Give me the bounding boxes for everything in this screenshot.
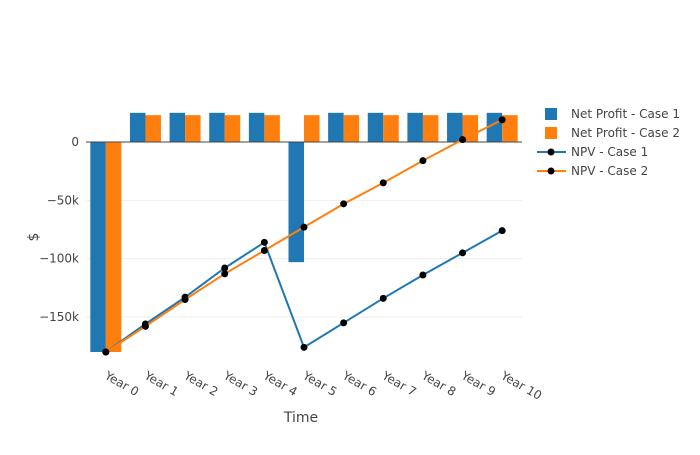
point-npv-case-2-6[interactable] <box>340 200 348 208</box>
legend-label: NPV - Case 1 <box>571 145 648 159</box>
x-tick-label: Year 7 <box>379 368 419 399</box>
x-tick-label: Year 10 <box>498 368 544 403</box>
point-npv-case-2-1[interactable] <box>141 322 149 330</box>
bar-net-profit-case-2-2[interactable] <box>185 115 201 142</box>
bar-net-profit-case-2-9[interactable] <box>462 115 479 142</box>
bar-net-profit-case-2-10[interactable] <box>502 115 518 142</box>
x-axis-ticks: Year 0 Year 1 Year 2 Year 3 Year 4 Year 5 Year… <box>101 368 544 403</box>
bar-net-profit-case-1-5[interactable] <box>288 142 305 263</box>
point-npv-case-2-4[interactable] <box>260 247 268 254</box>
legend-label: Net Profit - Case 1 <box>571 107 680 121</box>
bar-net-profit-case-1-7[interactable] <box>367 112 384 142</box>
legend-label: NPV - Case 2 <box>571 164 648 178</box>
point-npv-case-1-9[interactable] <box>459 249 467 257</box>
x-tick-label: Year 3 <box>220 368 260 399</box>
y-tick-label: −150k <box>39 310 79 324</box>
point-npv-case-1-8[interactable] <box>419 271 427 279</box>
x-tick-label: Year 2 <box>181 368 221 399</box>
legend-marker <box>547 167 555 175</box>
line-layer <box>102 116 506 356</box>
x-tick-label: Year 8 <box>419 368 459 399</box>
bar-net-profit-case-1-8[interactable] <box>407 112 423 142</box>
point-npv-case-1-6[interactable] <box>340 319 348 327</box>
point-npv-case-2-0[interactable] <box>102 348 110 356</box>
legend-swatch <box>545 108 557 120</box>
point-npv-case-1-10[interactable] <box>498 227 506 235</box>
x-tick-label: Year 4 <box>260 368 300 399</box>
bar-net-profit-case-2-8[interactable] <box>422 115 439 142</box>
bar-net-profit-case-2-4[interactable] <box>264 115 280 142</box>
bar-net-profit-case-2-1[interactable] <box>145 115 161 142</box>
bar-net-profit-case-1-1[interactable] <box>129 112 146 142</box>
x-tick-label: Year 0 <box>101 368 141 399</box>
point-npv-case-1-5[interactable] <box>300 343 308 351</box>
legend-item-npv-case-2[interactable]: NPV - Case 2 <box>537 164 648 178</box>
x-tick-label: Year 6 <box>339 368 379 399</box>
bar-net-profit-case-2-6[interactable] <box>343 115 360 142</box>
bar-net-profit-case-1-0[interactable] <box>90 142 106 352</box>
point-npv-case-2-10[interactable] <box>498 116 506 124</box>
y-tick-label: −100k <box>39 252 79 266</box>
bar-net-profit-case-2-3[interactable] <box>224 115 241 142</box>
legend: Net Profit - Case 1 Net Profit - Case 2 NP… <box>537 107 680 178</box>
y-tick-label: 0 <box>71 135 79 149</box>
bar-net-profit-case-1-10[interactable] <box>486 112 503 142</box>
bar-net-profit-case-2-0[interactable] <box>105 142 122 352</box>
point-npv-case-2-5[interactable] <box>300 223 308 231</box>
point-npv-case-1-4[interactable] <box>260 238 268 246</box>
point-npv-case-2-2[interactable] <box>181 296 189 303</box>
bar-net-profit-case-1-2[interactable] <box>169 112 186 142</box>
x-axis-title: Time <box>283 410 318 426</box>
legend-marker <box>547 148 555 156</box>
bar-net-profit-case-2-5[interactable] <box>304 115 320 142</box>
legend-label: Net Profit - Case 2 <box>571 126 680 140</box>
x-tick-label: Year 1 <box>141 368 181 399</box>
y-axis-ticks: 0 −50k −100k −150k <box>39 135 79 324</box>
x-tick-label: Year 9 <box>458 368 498 399</box>
bar-layer <box>90 112 518 352</box>
point-npv-case-2-8[interactable] <box>419 157 427 165</box>
bar-net-profit-case-2-7[interactable] <box>383 115 399 142</box>
y-tick-label: −50k <box>47 193 79 207</box>
bar-net-profit-case-1-3[interactable] <box>209 112 225 142</box>
y-axis-title: $ <box>26 233 42 242</box>
bar-net-profit-case-1-6[interactable] <box>328 112 344 142</box>
point-npv-case-2-3[interactable] <box>221 270 229 278</box>
bar-net-profit-case-1-9[interactable] <box>447 112 463 142</box>
legend-swatch <box>545 127 557 139</box>
legend-item-npv-case-1[interactable]: NPV - Case 1 <box>537 145 648 159</box>
bar-net-profit-case-1-4[interactable] <box>248 112 265 142</box>
legend-item-net-profit-case-1[interactable]: Net Profit - Case 1 <box>545 107 680 121</box>
point-npv-case-1-3[interactable] <box>221 264 229 272</box>
point-npv-case-2-7[interactable] <box>379 179 387 187</box>
legend-item-net-profit-case-2[interactable]: Net Profit - Case 2 <box>545 126 680 140</box>
x-tick-label: Year 5 <box>300 368 340 399</box>
point-npv-case-1-7[interactable] <box>379 294 387 302</box>
point-npv-case-2-9[interactable] <box>459 136 467 144</box>
